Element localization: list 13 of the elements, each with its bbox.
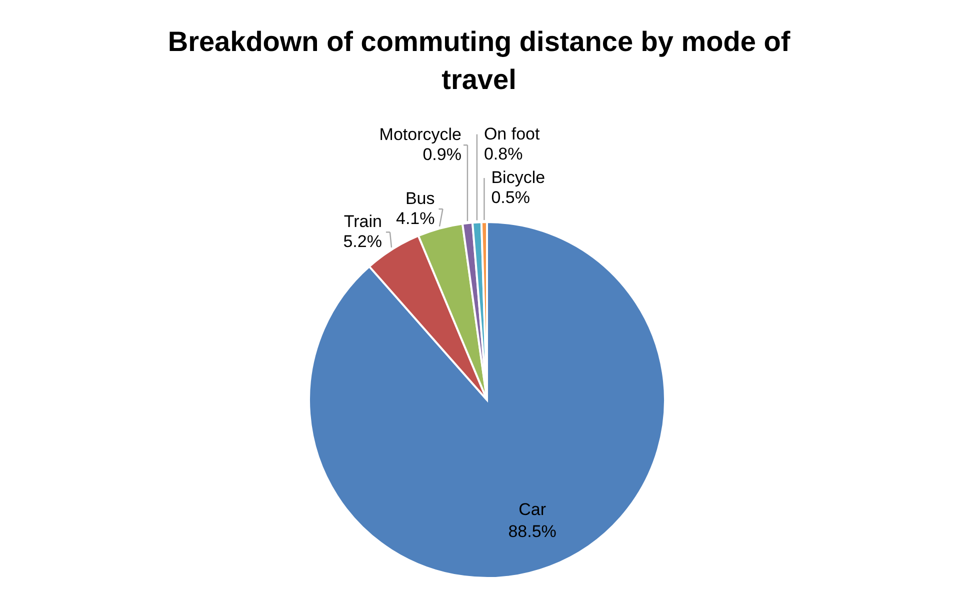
data-label: 0.5% (491, 188, 530, 208)
data-label: 4.1% (396, 209, 435, 228)
data-label: 88.5% (508, 522, 556, 541)
slice-label: Bicycle (491, 168, 546, 188)
slice-label: Bus (405, 189, 435, 208)
data-label: 0.9% (422, 145, 462, 164)
slice-label: Car (518, 500, 546, 519)
slice-label: On foot (484, 124, 540, 144)
slice-label: Train (344, 212, 382, 232)
data-label: 5.2% (343, 232, 382, 252)
slice-label: Motorcycle (379, 125, 462, 144)
data-label: 0.8% (484, 144, 523, 164)
chart-title: Breakdown of commuting distance by mode of travel (168, 26, 791, 95)
